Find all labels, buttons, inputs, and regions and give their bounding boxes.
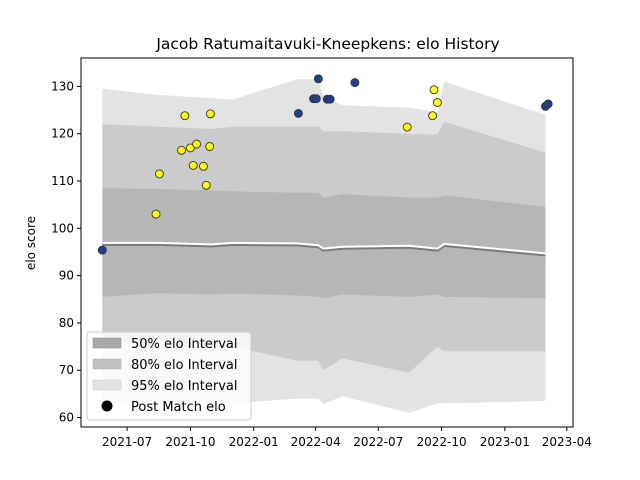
elo-point (192, 139, 202, 149)
legend-label-50: 50% elo Interval (131, 337, 238, 352)
elo-point (543, 99, 553, 109)
y-tick-label: 100 (51, 221, 74, 235)
x-axis: 2021-07 2021-10 2022-01 2022-04 2022-07 2022-… (102, 427, 592, 449)
x-tick-label: 2022-07 (353, 435, 403, 449)
x-tick-label: 2022-01 (229, 435, 279, 449)
elo-point (201, 180, 211, 190)
x-tick-label: 2022-04 (291, 435, 341, 449)
elo-point (325, 94, 335, 104)
elo-point (154, 169, 164, 179)
y-tick-label: 110 (51, 174, 74, 188)
elo-point (350, 78, 360, 88)
plot-area (97, 74, 553, 413)
band-95 (102, 79, 546, 413)
elo-point (293, 108, 303, 118)
y-tick-label: 90 (59, 269, 74, 283)
y-axis-label: elo score (24, 216, 38, 270)
elo-point (205, 142, 215, 151)
y-tick-label: 70 (59, 363, 74, 377)
y-tick-label: 80 (59, 316, 74, 330)
elo-point (188, 160, 198, 170)
elo-point (402, 122, 412, 132)
elo-point (199, 161, 208, 171)
legend-swatch-95 (92, 379, 122, 391)
elo-point (429, 85, 439, 95)
legend-label-95: 95% elo Interval (131, 379, 238, 394)
elo-point (313, 74, 323, 84)
x-tick-label: 2023-01 (480, 435, 530, 449)
y-axis: 60 70 80 90 100 110 120 130 (51, 79, 81, 425)
legend: 50% elo Interval 80% elo Interval 95% el… (86, 331, 252, 421)
elo-point (180, 111, 190, 121)
legend-label-80: 80% elo Interval (131, 358, 238, 373)
elo-point (205, 109, 215, 119)
legend-box (86, 331, 252, 421)
y-tick-label: 60 (59, 411, 74, 425)
x-tick-label: 2021-07 (102, 435, 152, 449)
legend-label-post-match: Post Match elo (131, 400, 226, 415)
elo-point (428, 111, 438, 121)
elo-point (151, 209, 161, 219)
x-tick-label: 2022-10 (417, 435, 467, 449)
elo-point (177, 145, 186, 155)
band-50 (102, 188, 546, 299)
legend-swatch-80 (92, 358, 122, 370)
y-tick-label: 120 (51, 127, 74, 141)
elo-point (432, 98, 442, 107)
median-line (102, 241, 546, 255)
legend-marker-post-match (101, 400, 113, 412)
legend-swatch-50 (92, 337, 122, 349)
x-tick-label: 2021-10 (165, 435, 215, 449)
band-80 (102, 121, 546, 373)
chart-title: Jacob Ratumaitavuki-Kneepkens: elo Histo… (155, 35, 499, 53)
median-shadow-line (102, 243, 546, 257)
x-tick-label: 2023-04 (542, 435, 592, 449)
y-tick-label: 130 (51, 79, 74, 93)
axes-frame (80, 57, 574, 428)
elo-point (97, 245, 107, 255)
elo-point (311, 94, 321, 104)
